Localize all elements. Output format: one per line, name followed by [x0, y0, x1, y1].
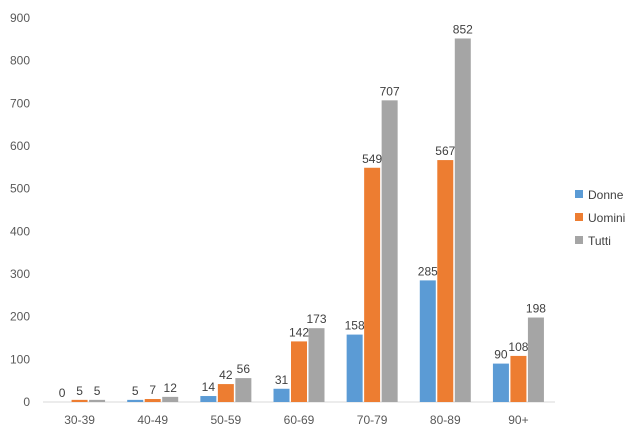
data-label: 158 — [345, 319, 365, 333]
y-tick-label: 600 — [10, 139, 30, 153]
bar-uomini-50-59 — [217, 384, 234, 402]
data-label: 7 — [149, 383, 156, 397]
bar-donne-50-59 — [200, 396, 217, 402]
x-tick-label: 40-49 — [137, 413, 168, 427]
y-tick-label: 800 — [10, 54, 30, 68]
bar-uomini-90+ — [510, 355, 527, 402]
data-label: 549 — [362, 152, 382, 166]
data-label: 142 — [289, 325, 309, 339]
y-tick-label: 700 — [10, 96, 30, 110]
data-label: 0 — [59, 386, 66, 400]
y-tick-label: 500 — [10, 182, 30, 196]
data-label: 285 — [418, 264, 438, 278]
data-label: 90 — [494, 348, 508, 362]
data-label: 707 — [380, 84, 400, 98]
bar-donne-60-69 — [273, 388, 290, 402]
bar-tutti-50-59 — [235, 378, 252, 402]
y-tick-label: 0 — [23, 395, 30, 409]
bar-tutti-60-69 — [308, 328, 325, 402]
bar-uomini-30-39 — [71, 399, 88, 402]
x-tick-label: 80-89 — [430, 413, 461, 427]
bar-tutti-90+ — [527, 317, 544, 402]
x-tick-label: 70-79 — [357, 413, 388, 427]
data-label: 31 — [275, 373, 289, 387]
y-tick-label: 200 — [10, 310, 30, 324]
x-tick-label: 50-59 — [211, 413, 242, 427]
data-label: 42 — [219, 368, 233, 382]
bar-donne-70-79 — [346, 334, 363, 402]
y-tick-label: 300 — [10, 267, 30, 281]
data-label: 108 — [508, 340, 528, 354]
legend-swatch-donne — [575, 190, 583, 198]
bar-donne-90+ — [492, 363, 509, 402]
bar-tutti-70-79 — [381, 100, 398, 402]
legend-swatch-tutti — [575, 236, 583, 244]
bar-uomini-70-79 — [364, 167, 381, 402]
data-label: 852 — [453, 22, 473, 36]
legend-label-tutti: Tutti — [588, 234, 611, 248]
bar-donne-80-89 — [419, 280, 436, 402]
data-label: 12 — [164, 381, 178, 395]
legend-swatch-uomini — [575, 213, 583, 221]
bar-donne-40-49 — [127, 399, 144, 402]
data-label: 5 — [132, 384, 139, 398]
x-tick-label: 90+ — [508, 413, 528, 427]
data-label: 567 — [435, 144, 455, 158]
legend-label-donne: Donne — [588, 188, 624, 202]
bar-tutti-40-49 — [162, 396, 179, 402]
data-label: 5 — [94, 384, 101, 398]
data-label: 14 — [202, 380, 216, 394]
data-label: 56 — [237, 362, 251, 376]
data-label: 198 — [526, 302, 546, 316]
x-tick-label: 30-39 — [64, 413, 95, 427]
x-tick-label: 60-69 — [284, 413, 315, 427]
legend-label-uomini: Uomini — [588, 211, 625, 225]
bar-tutti-80-89 — [454, 38, 471, 402]
y-tick-label: 400 — [10, 224, 30, 238]
data-label: 5 — [76, 384, 83, 398]
bar-uomini-60-69 — [291, 341, 307, 402]
bar-tutti-30-39 — [89, 399, 106, 402]
data-label: 173 — [306, 312, 326, 326]
bar-uomini-40-49 — [144, 399, 161, 402]
bar-uomini-80-89 — [437, 160, 454, 402]
y-tick-label: 100 — [10, 352, 30, 366]
y-tick-label: 900 — [10, 11, 30, 25]
